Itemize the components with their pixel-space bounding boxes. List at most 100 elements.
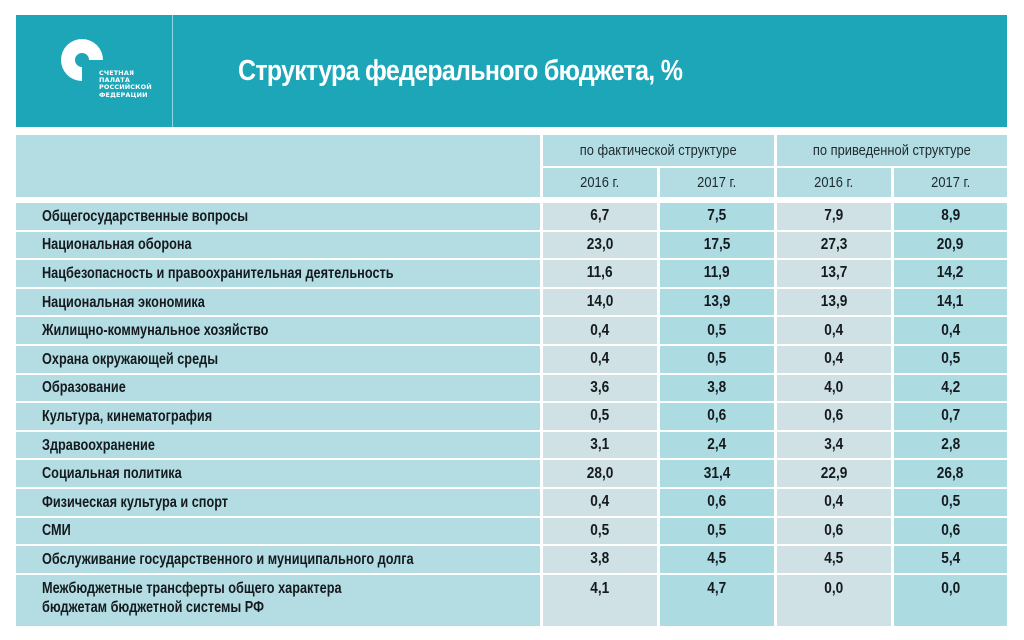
row-label-text: Национальная оборона	[42, 236, 192, 254]
table-cell: 0,4	[543, 489, 657, 516]
cell-value: 4,1	[590, 579, 610, 597]
table-cell: 7,5	[660, 203, 774, 230]
row-label-text: Охрана окружающей среды	[42, 350, 219, 368]
table-cell: 31,4	[660, 460, 774, 487]
row-label: Физическая культура и спорт	[16, 489, 540, 516]
row-label: Жилищно-коммунальное хозяйство	[16, 317, 540, 344]
table-cell: 0,5	[660, 317, 774, 344]
table-cell: 0,4	[777, 317, 891, 344]
cell-value: 22,9	[820, 464, 848, 482]
logo-line: ПАЛАТА	[99, 76, 130, 85]
cell-value: 3,4	[824, 436, 844, 454]
cell-value: 17,5	[703, 235, 731, 253]
group-header-adjusted: по приведенной структуре	[777, 135, 1007, 166]
table-cell: 4,1	[543, 574, 657, 626]
table-cell: 0,4	[543, 346, 657, 373]
row-label-line: Межбюджетные трансферты общего характера	[42, 579, 342, 597]
table-cell: 3,1	[543, 431, 657, 459]
page-title: Структура федерального бюджета, %	[238, 55, 683, 87]
table-cell: 0,6	[894, 517, 1007, 545]
cell-value: 4,5	[824, 550, 844, 568]
table-cell: 0,5	[894, 346, 1007, 373]
table-cell: 0,0	[777, 574, 891, 626]
cell-value: 0,4	[590, 493, 610, 511]
year-header: 2016 г.	[543, 168, 657, 197]
cell-value: 0,7	[941, 407, 960, 425]
table-header-corner	[16, 135, 540, 197]
row-label-text: Социальная политика	[42, 465, 182, 483]
cell-value: 0,5	[707, 350, 727, 368]
row-label-text: Общегосударственные вопросы	[42, 207, 249, 225]
table-cell: 0,5	[894, 489, 1007, 516]
cell-value: 27,3	[820, 235, 848, 253]
year-header: 2016 г.	[777, 168, 891, 197]
row-label-text: Образование	[42, 379, 126, 397]
table-cell: 0,5	[543, 403, 657, 430]
table-cell: 0,4	[777, 489, 891, 516]
cell-value: 14,2	[937, 264, 964, 282]
cell-value: 0,6	[707, 493, 727, 511]
row-label: Культура, кинематография	[16, 403, 540, 430]
row-label: Образование	[16, 374, 540, 402]
table-cell: 0,5	[543, 517, 657, 545]
table-cell: 0,5	[660, 517, 774, 545]
cell-value: 4,7	[707, 579, 727, 597]
cell-value: 3,1	[590, 436, 610, 454]
table-cell: 3,8	[543, 546, 657, 573]
cell-value: 4,2	[941, 378, 960, 396]
cell-value: 0,4	[941, 321, 960, 339]
table-cell: 26,8	[894, 460, 1007, 487]
row-label-text: Здравоохранение	[42, 436, 155, 454]
group-header-actual: по фактической структуре	[543, 135, 774, 166]
table-cell: 13,9	[660, 288, 774, 316]
table-cell: 3,4	[777, 431, 891, 459]
logo-line: ФЕДЕРАЦИИ	[99, 90, 148, 99]
logo-line: СЧЕТНАЯ	[99, 69, 135, 77]
logo-line: РОССИЙСКОЙ	[99, 83, 152, 92]
table-cell: 4,5	[777, 546, 891, 573]
table-cell: 13,7	[777, 260, 891, 287]
cell-value: 14,0	[586, 293, 614, 311]
cell-value: 11,9	[704, 264, 730, 282]
table-cell: 4,2	[894, 374, 1007, 402]
table-cell: 3,8	[660, 374, 774, 402]
table-cell: 0,4	[543, 317, 657, 344]
table-cell: 0,0	[894, 574, 1007, 626]
table-cell: 0,7	[894, 403, 1007, 430]
cell-value: 6,7	[590, 207, 610, 225]
table-cell: 11,9	[660, 260, 774, 287]
table-cell: 14,0	[543, 288, 657, 316]
cell-value: 23,0	[586, 235, 614, 253]
logo: СЧЕТНАЯ ПАЛАТА РОССИЙСКОЙ ФЕДЕРАЦИИ	[16, 15, 173, 127]
table-cell: 27,3	[777, 231, 891, 259]
cell-value: 0,5	[590, 521, 610, 539]
cell-value: 20,9	[937, 235, 964, 253]
table-cell: 0,6	[777, 403, 891, 430]
cell-value: 13,9	[703, 293, 731, 311]
cell-value: 7,5	[707, 207, 727, 225]
cell-value: 8,9	[941, 207, 960, 225]
table-cell: 4,7	[660, 574, 774, 626]
row-label: Охрана окружающей среды	[16, 346, 540, 373]
cell-value: 0,0	[824, 579, 844, 597]
cell-value: 0,4	[824, 321, 844, 339]
year-header: 2017 г.	[894, 168, 1007, 197]
cell-value: 0,6	[824, 407, 844, 425]
cell-value: 3,8	[707, 378, 727, 396]
table-cell: 6,7	[543, 203, 657, 230]
table-cell: 3,6	[543, 374, 657, 402]
cell-value: 7,9	[824, 207, 844, 225]
cell-value: 0,5	[590, 407, 610, 425]
cell-value: 0,6	[707, 407, 727, 425]
table-cell: 28,0	[543, 460, 657, 487]
cell-value: 4,5	[707, 550, 727, 568]
row-label: СМИ	[16, 517, 540, 545]
table-cell: 0,6	[660, 403, 774, 430]
logo-text: СЧЕТНАЯ ПАЛАТА РОССИЙСКОЙ ФЕДЕРАЦИИ	[99, 69, 152, 99]
row-label: Нацбезопасность и правоохранительная дея…	[16, 260, 540, 287]
cell-value: 0,5	[707, 521, 727, 539]
row-label: Общегосударственные вопросы	[16, 203, 540, 230]
cell-value: 4,0	[824, 378, 844, 396]
cell-value: 0,4	[824, 350, 844, 368]
cell-value: 0,6	[824, 521, 844, 539]
